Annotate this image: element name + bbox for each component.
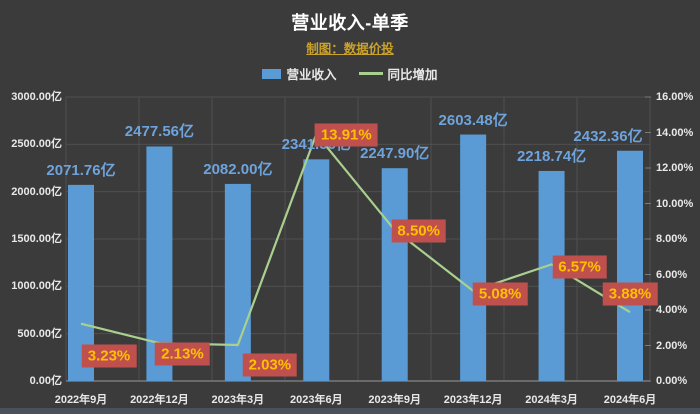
revenue-bar: [381, 168, 408, 381]
line-swatch-icon: [358, 72, 383, 75]
legend: 营业收入 同比增加: [0, 64, 700, 83]
revenue-bar: [68, 184, 94, 381]
legend-item-growth: 同比增加: [358, 64, 438, 83]
revenue-bar: [146, 146, 173, 381]
legend-label-growth: 同比增加: [387, 68, 438, 82]
revenue-bar: [303, 159, 330, 381]
chart-title: 营业收入-单季: [291, 13, 409, 33]
revenue-bar: [538, 170, 565, 381]
revenue-bar: [617, 150, 643, 381]
subtitle-link[interactable]: 制图：数据价投: [306, 42, 394, 56]
legend-item-revenue: 营业收入: [262, 64, 337, 83]
legend-label-revenue: 营业收入: [286, 68, 337, 82]
bottom-strip: [0, 408, 700, 414]
bar-swatch-icon: [262, 68, 282, 79]
revenue-bar: [224, 183, 251, 381]
revenue-bar: [460, 134, 487, 381]
chart-subtitle: 制图：数据价投: [0, 38, 700, 58]
